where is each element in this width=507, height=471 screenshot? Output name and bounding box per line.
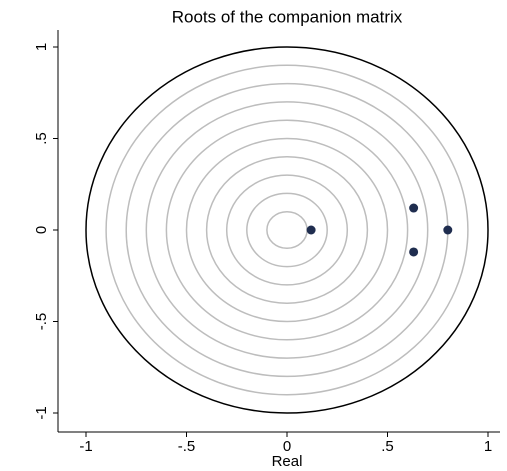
point <box>306 225 316 235</box>
grid-circle <box>145 101 429 359</box>
grid-circle <box>165 119 409 341</box>
x-tick-label: 0 <box>283 438 291 455</box>
x-tick-label: -1 <box>79 438 92 455</box>
grid-circle <box>225 174 349 286</box>
grid-circle <box>246 192 328 268</box>
y-tick-label: 1 <box>33 43 50 51</box>
grid-circle <box>105 64 469 396</box>
grid-circle <box>205 156 369 304</box>
y-tick-label: .5 <box>33 132 50 145</box>
x-axis-label: Real <box>272 453 303 470</box>
y-tick-label: -1 <box>33 406 50 419</box>
x-tick-label: .5 <box>381 438 394 455</box>
point <box>409 203 419 213</box>
point <box>409 247 419 257</box>
y-tick-label: -.5 <box>33 313 50 331</box>
unit-circle <box>85 46 489 414</box>
x-tick-label: -.5 <box>178 438 196 455</box>
grid-circle <box>185 137 389 323</box>
point <box>443 225 453 235</box>
y-tick-label: 0 <box>33 226 50 234</box>
chart-title: Roots of the companion matrix <box>172 7 403 26</box>
x-tick-label: 1 <box>484 438 492 455</box>
